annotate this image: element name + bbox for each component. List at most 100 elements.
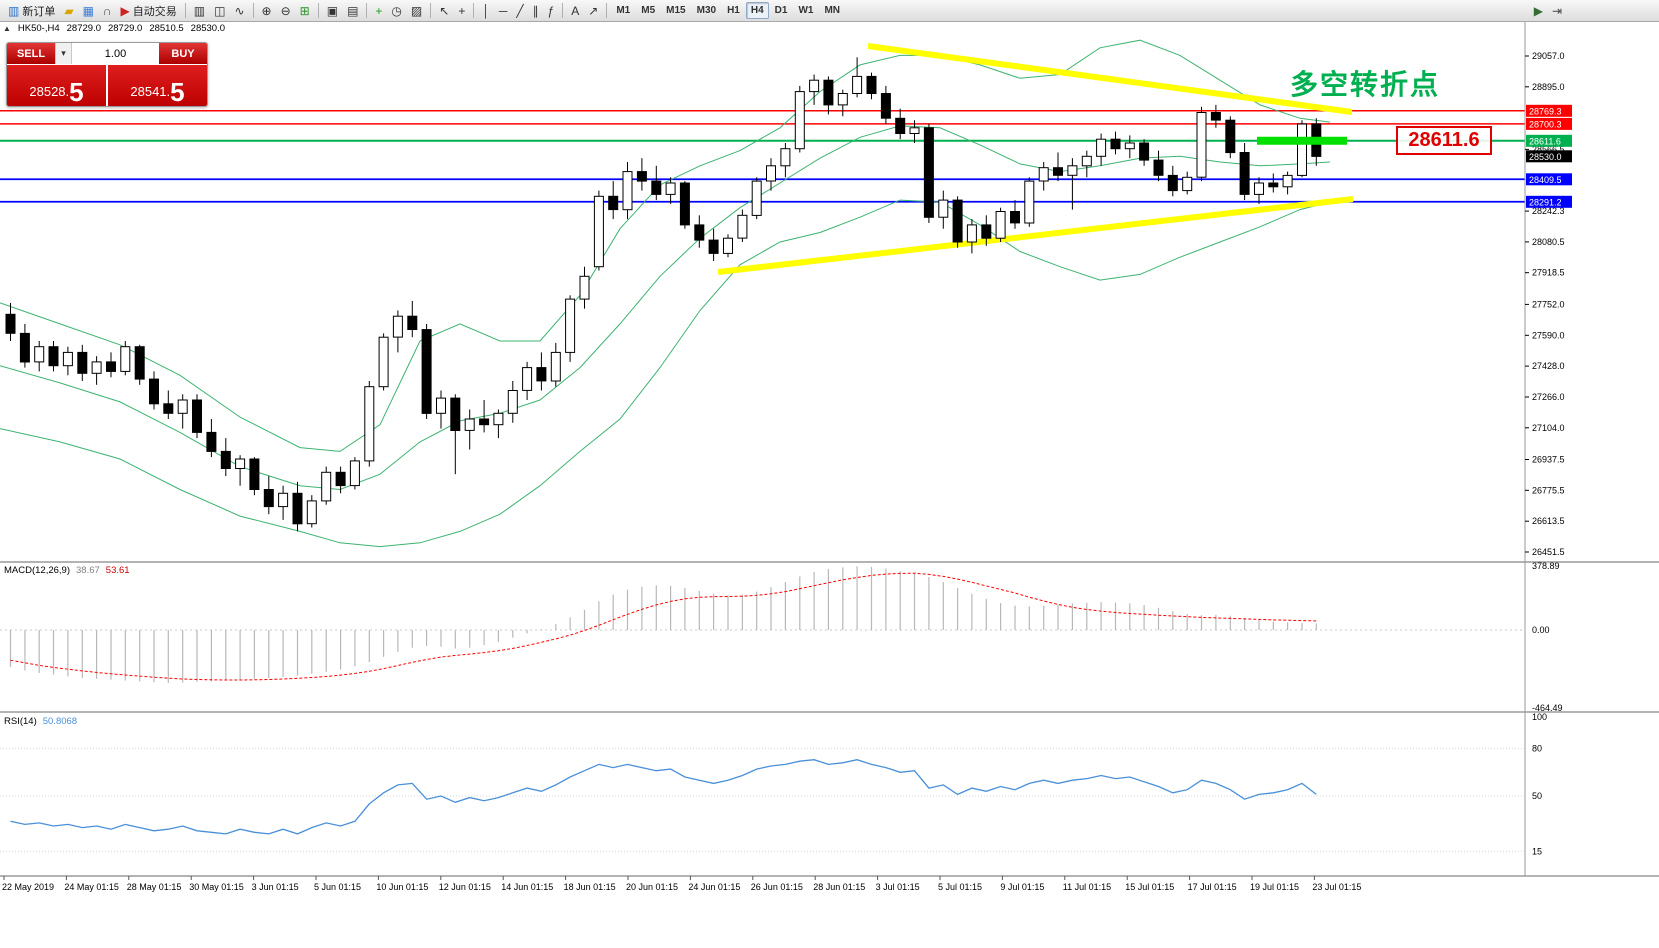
svg-text:3 Jul 01:15: 3 Jul 01:15 [876, 882, 920, 892]
timeframe-m1-button[interactable]: M1 [616, 5, 631, 16]
charts-button[interactable]: ▦ [79, 1, 98, 21]
horizontal-level-lines[interactable] [0, 110, 1525, 203]
trendline-button[interactable]: ╱ [512, 1, 527, 21]
svg-text:19 Jul 01:15: 19 Jul 01:15 [1250, 882, 1299, 892]
buy-price-pip: 5 [170, 76, 185, 107]
arrows-tool-icon: ↗ [588, 3, 599, 18]
auto-scroll-icon: ▶ [1533, 3, 1543, 18]
timeframe-h4-button[interactable]: H4 [745, 2, 769, 19]
svg-text:9 Jul 01:15: 9 Jul 01:15 [1000, 882, 1044, 892]
svg-text:27752.0: 27752.0 [1532, 299, 1565, 309]
one-click-trading-widget: SELL ▾ BUY 28528.5 28541.5 [6, 42, 208, 107]
timeframe-w1-button[interactable]: W1 [798, 5, 814, 16]
svg-text:10 Jun 01:15: 10 Jun 01:15 [376, 882, 428, 892]
toolbar-separator [430, 3, 432, 18]
svg-text:26775.5: 26775.5 [1532, 485, 1565, 495]
trend-lines[interactable] [717, 43, 1354, 275]
buy-price-panel[interactable]: 28541. 5 [108, 65, 207, 106]
oct-collapse-icon[interactable]: ▲ [3, 24, 11, 33]
zoom-out-icon: ⊖ [280, 3, 291, 18]
sell-button[interactable]: SELL [7, 43, 55, 64]
svg-text:5 Jun 01:15: 5 Jun 01:15 [314, 882, 361, 892]
cascade-windows-button[interactable]: ▣ [323, 1, 342, 21]
macd-value-main: 38.67 [76, 565, 100, 576]
timeframe-m30-button[interactable]: M30 [696, 5, 717, 16]
headset-icon: ∩ [102, 3, 112, 18]
timeframe-d1-button[interactable]: D1 [774, 5, 788, 16]
vertical-line-button[interactable]: │ [478, 1, 494, 21]
toolbar-separator [606, 3, 608, 18]
buy-button[interactable]: BUY [159, 43, 207, 64]
sell-price-panel[interactable]: 28528. 5 [7, 65, 106, 106]
zoom-out-button[interactable]: ⊖ [277, 1, 295, 21]
price-axis[interactable]: 29057.0 28895.0 28566.5 28242.3 28080.5 27918… [1525, 51, 1572, 856]
svg-text:29057.0: 29057.0 [1532, 51, 1565, 61]
sell-price-pip: 5 [69, 76, 84, 107]
svg-text:28769.3: 28769.3 [1529, 106, 1562, 116]
vertical-line-icon: │ [482, 3, 490, 18]
svg-text:28409.5: 28409.5 [1529, 175, 1562, 185]
crosshair-button[interactable]: + [454, 1, 469, 21]
svg-text:100: 100 [1532, 712, 1547, 722]
svg-text:378.89: 378.89 [1532, 561, 1560, 571]
svg-text:28895.0: 28895.0 [1532, 82, 1565, 92]
auto-trading-button[interactable]: ▶ 自动交易 [117, 1, 181, 21]
line-chart-type-button[interactable]: ∿ [230, 1, 248, 21]
channel-button[interactable]: ∥ [529, 1, 543, 21]
chart-status-line: ▲ HK50-,H4 28729.0 28729.0 28510.5 28530… [3, 23, 225, 34]
macd-panel [0, 566, 1525, 683]
timeframe-h1-button[interactable]: H1 [727, 5, 740, 16]
profiles-button[interactable]: ▰ [60, 1, 77, 21]
svg-text:14 Jun 01:15: 14 Jun 01:15 [501, 882, 553, 892]
new-order-button[interactable]: ▥ 新订单 [4, 1, 59, 21]
svg-text:22 May 2019: 22 May 2019 [2, 882, 54, 892]
main-toolbar: ▥ 新订单 ▰ ▦ ∩ ▶ 自动交易 ▥ ◫ ∿ ⊕ ⊖ ⊞ ▣ ▤ + ◷ ▨ ↖ + │ ─ ╱ ∥ ƒ A ↗ M1 M5 M15 M… [0, 0, 1659, 22]
fibonacci-button[interactable]: ƒ [544, 1, 559, 21]
templates-icon: ▨ [410, 3, 423, 18]
ohlc-low: 28510.5 [149, 23, 184, 34]
candles-layer[interactable] [5, 57, 1322, 532]
horizontal-line-icon: ─ [498, 3, 508, 18]
tile-windows-button[interactable]: ⊞ [296, 1, 314, 21]
timeframe-mn-button[interactable]: MN [824, 5, 841, 16]
timeframe-m5-button[interactable]: M5 [641, 5, 656, 16]
svg-text:27918.5: 27918.5 [1532, 268, 1565, 278]
svg-text:-464.49: -464.49 [1532, 703, 1563, 713]
volume-input[interactable] [72, 43, 159, 64]
cursor-button[interactable]: ↖ [435, 1, 453, 21]
horizontal-line-button[interactable]: ─ [495, 1, 512, 21]
ohlc-close: 28530.0 [190, 23, 226, 34]
chart-shift-button[interactable]: ⇥ [1548, 1, 1566, 21]
auto-scroll-button[interactable]: ▶ [1530, 1, 1547, 21]
svg-text:28700.3: 28700.3 [1529, 119, 1562, 129]
templates-button[interactable]: ▨ [407, 1, 426, 21]
trendline-icon: ╱ [516, 3, 524, 18]
add-indicator-button[interactable]: + [371, 1, 386, 21]
bar-chart-type-button[interactable]: ▥ [190, 1, 209, 21]
headset-button[interactable]: ∩ [99, 1, 116, 21]
time-axis[interactable]: 22 May 2019 24 May 01:15 28 May 01:15 30 Ma… [2, 876, 1361, 892]
arrows-tool-button[interactable]: ↗ [584, 1, 602, 21]
svg-text:27104.0: 27104.0 [1532, 423, 1565, 433]
svg-text:23 Jul 01:15: 23 Jul 01:15 [1312, 882, 1361, 892]
volume-options-icon[interactable]: ▾ [55, 43, 72, 64]
svg-text:28530.0: 28530.0 [1529, 152, 1562, 162]
toolbar-separator [317, 3, 319, 18]
svg-text:80: 80 [1532, 744, 1542, 754]
timeframe-m15-button[interactable]: M15 [666, 5, 686, 16]
candle-chart-type-button[interactable]: ◫ [210, 1, 229, 21]
text-tool-button[interactable]: A [567, 1, 583, 21]
svg-text:28242.3: 28242.3 [1532, 206, 1565, 216]
tile-horizontal-icon: ▤ [347, 3, 359, 18]
svg-text:26613.5: 26613.5 [1532, 516, 1565, 526]
zoom-in-button[interactable]: ⊕ [258, 1, 276, 21]
cascade-windows-icon: ▣ [326, 3, 339, 18]
svg-text:28611.6: 28611.6 [1529, 136, 1561, 146]
periods-button[interactable]: ◷ [387, 1, 405, 21]
tile-horizontal-button[interactable]: ▤ [343, 1, 362, 21]
svg-text:18 Jun 01:15: 18 Jun 01:15 [564, 882, 616, 892]
panel-separators[interactable] [0, 22, 1659, 877]
svg-text:17 Jul 01:15: 17 Jul 01:15 [1188, 882, 1237, 892]
svg-text:5 Jul 01:15: 5 Jul 01:15 [938, 882, 982, 892]
